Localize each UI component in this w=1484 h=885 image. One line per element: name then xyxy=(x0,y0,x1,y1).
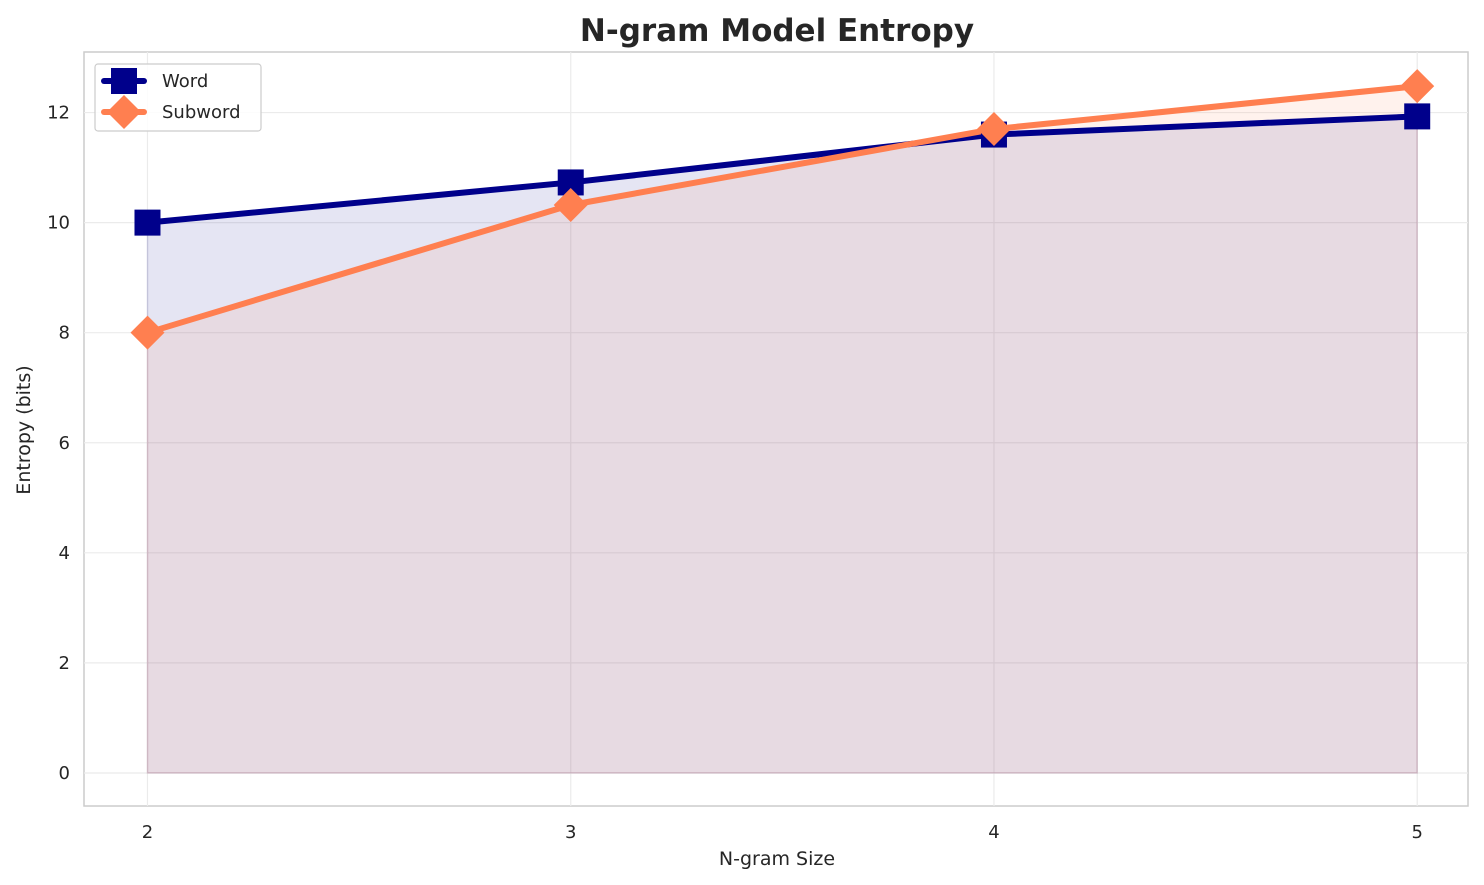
y-tick-label: 2 xyxy=(59,653,70,674)
legend-marker-subword xyxy=(107,95,141,129)
series-lines xyxy=(144,83,1421,336)
y-axis-label: Entropy (bits) xyxy=(13,365,35,494)
y-tick-label: 12 xyxy=(47,103,70,124)
x-tick-labels: 2 3 4 5 xyxy=(142,822,1423,843)
area-fills xyxy=(146,85,1418,774)
data-point-subword xyxy=(1400,69,1435,104)
plot-area xyxy=(83,51,1469,807)
series-line-word xyxy=(144,113,1421,226)
y-tick-label: 10 xyxy=(47,213,70,234)
data-point-word xyxy=(1404,103,1431,130)
x-axis-label: N-gram Size xyxy=(719,848,835,870)
x-tick-label: 2 xyxy=(142,822,153,843)
data-point-subword xyxy=(130,315,165,350)
y-tick-labels: 0 2 4 6 8 10 12 xyxy=(47,103,70,784)
data-point-word xyxy=(134,209,161,236)
series-markers xyxy=(130,69,1435,350)
y-tick-label: 4 xyxy=(59,543,70,564)
legend-label-word: Word xyxy=(162,71,208,92)
legend-marker-word xyxy=(111,68,137,94)
legend: Word Subword xyxy=(94,63,262,132)
y-tick-label: 8 xyxy=(59,323,70,344)
data-point-subword xyxy=(976,112,1011,147)
legend-label-subword: Subword xyxy=(162,102,241,123)
chart-title: N-gram Model Entropy xyxy=(580,13,974,49)
y-tick-label: 6 xyxy=(59,433,70,454)
x-tick-label: 3 xyxy=(565,822,576,843)
x-tick-label: 5 xyxy=(1411,822,1422,843)
series-line-subword xyxy=(144,83,1421,336)
y-tick-label: 0 xyxy=(59,763,70,784)
x-tick-label: 4 xyxy=(988,822,999,843)
data-point-subword xyxy=(553,188,588,223)
